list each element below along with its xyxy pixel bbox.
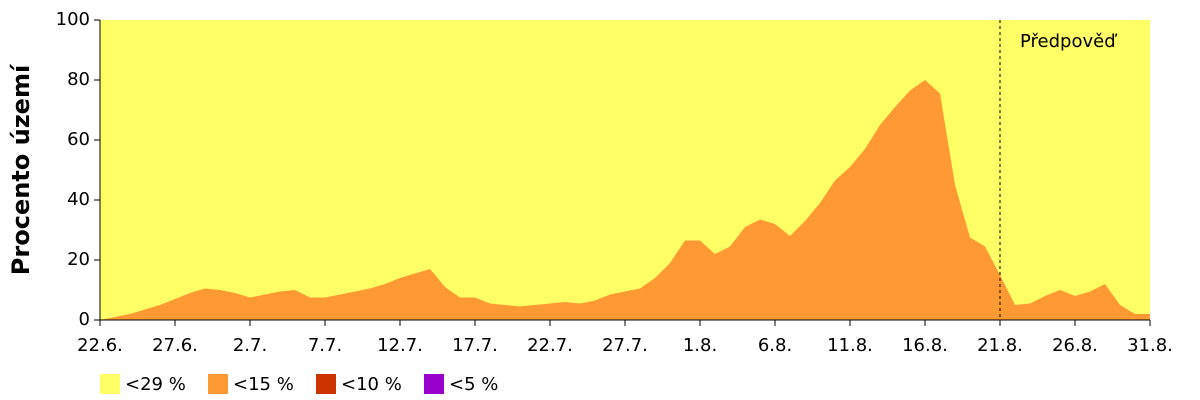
- x-tick-label: 27.7.: [602, 335, 648, 356]
- y-tick-label: 20: [67, 249, 90, 270]
- x-tick-label: 7.7.: [308, 335, 342, 356]
- x-tick-label: 6.8.: [758, 335, 792, 356]
- x-tick-label: 12.7.: [377, 335, 423, 356]
- legend-label: <10 %: [341, 374, 402, 395]
- x-tick-label: 26.8.: [1052, 335, 1098, 356]
- x-tick-label: 2.7.: [233, 335, 267, 356]
- legend-swatch: [100, 374, 120, 394]
- y-tick-label: 0: [79, 309, 90, 330]
- x-tick-label: 11.8.: [827, 335, 873, 356]
- y-tick-label: 100: [56, 9, 90, 30]
- x-tick-label: 16.8.: [902, 335, 948, 356]
- x-tick-label: 31.8.: [1127, 335, 1173, 356]
- x-tick-label: 21.8.: [977, 335, 1023, 356]
- legend-swatch: [424, 374, 444, 394]
- y-tick-label: 60: [67, 129, 90, 150]
- x-tick-label: 22.7.: [527, 335, 573, 356]
- x-tick-label: 17.7.: [452, 335, 498, 356]
- legend-label: <5 %: [449, 374, 498, 395]
- x-tick-label: 22.6.: [77, 335, 123, 356]
- legend-label: <15 %: [233, 374, 294, 395]
- x-tick-label: 27.6.: [152, 335, 198, 356]
- legend-swatch: [316, 374, 336, 394]
- y-axis-label: Procento území: [7, 63, 35, 275]
- area: [100, 80, 1150, 320]
- y-tick-label: 40: [67, 189, 90, 210]
- y-tick-label: 80: [67, 69, 90, 90]
- legend-swatch: [208, 374, 228, 394]
- annotation: Předpověď: [1020, 31, 1118, 52]
- legend-label: <29 %: [125, 374, 186, 395]
- x-tick-label: 1.8.: [683, 335, 717, 356]
